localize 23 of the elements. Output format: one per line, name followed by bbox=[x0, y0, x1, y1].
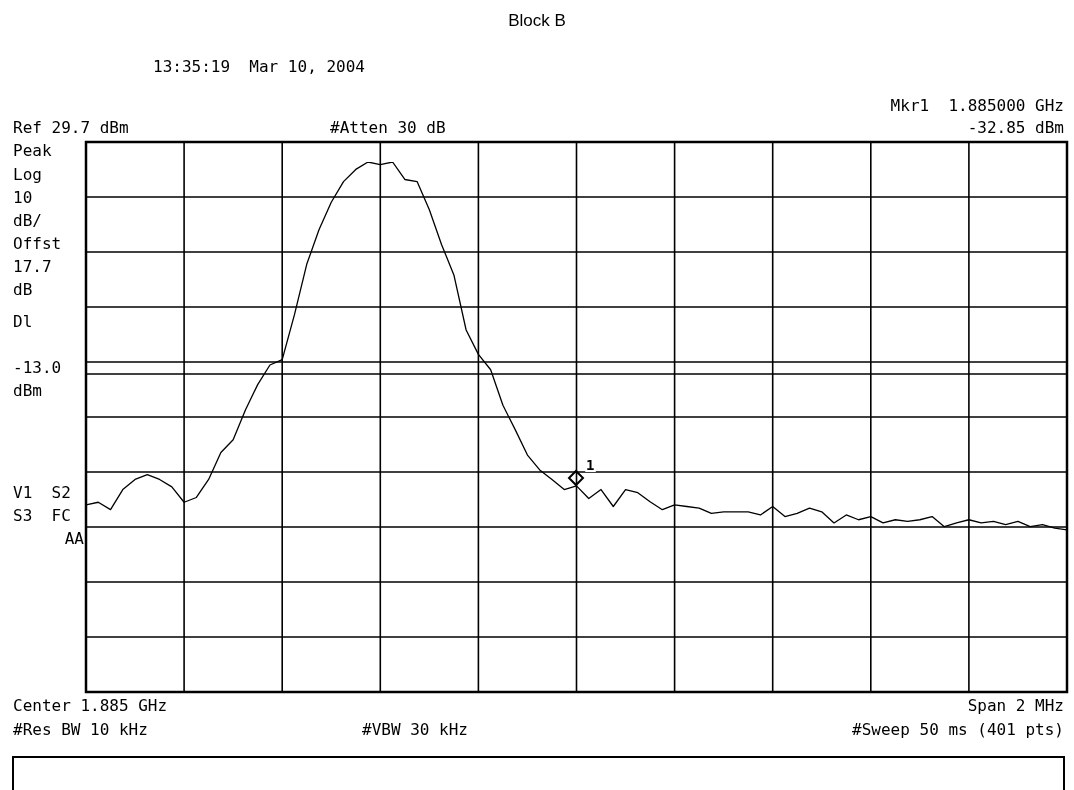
text: Ref 29.7 dBm bbox=[13, 118, 129, 137]
text: dB bbox=[13, 280, 33, 299]
text: #VBW 30 kHz bbox=[362, 720, 468, 739]
annotation: 1 bbox=[586, 457, 595, 473]
text: #Atten 30 dB bbox=[330, 118, 446, 137]
text: Offst bbox=[13, 234, 62, 253]
text: Dl -13.0 dBm bbox=[13, 312, 62, 400]
text: Span 2 MHz bbox=[967, 696, 1064, 715]
text: S3 FC bbox=[13, 506, 71, 525]
text: Peak bbox=[13, 141, 52, 160]
text: Center 1.885 GHz bbox=[13, 696, 168, 715]
text: V1 S2 bbox=[13, 483, 71, 502]
text: #Sweep 50 ms (401 pts) bbox=[852, 720, 1064, 739]
text: 17.7 bbox=[13, 257, 52, 276]
text: -32.85 dBm bbox=[967, 118, 1064, 137]
text: Mkr1 1.885000 GHz bbox=[890, 96, 1064, 115]
text: 10 bbox=[13, 188, 33, 207]
text: AA bbox=[64, 529, 85, 548]
text: #Res BW 10 kHz bbox=[13, 720, 148, 739]
text: dB/ bbox=[13, 211, 42, 230]
text: Log bbox=[13, 165, 42, 184]
chart-title: Block B bbox=[508, 11, 566, 30]
text: 13:35:19 Mar 10, 2004 bbox=[153, 57, 365, 76]
